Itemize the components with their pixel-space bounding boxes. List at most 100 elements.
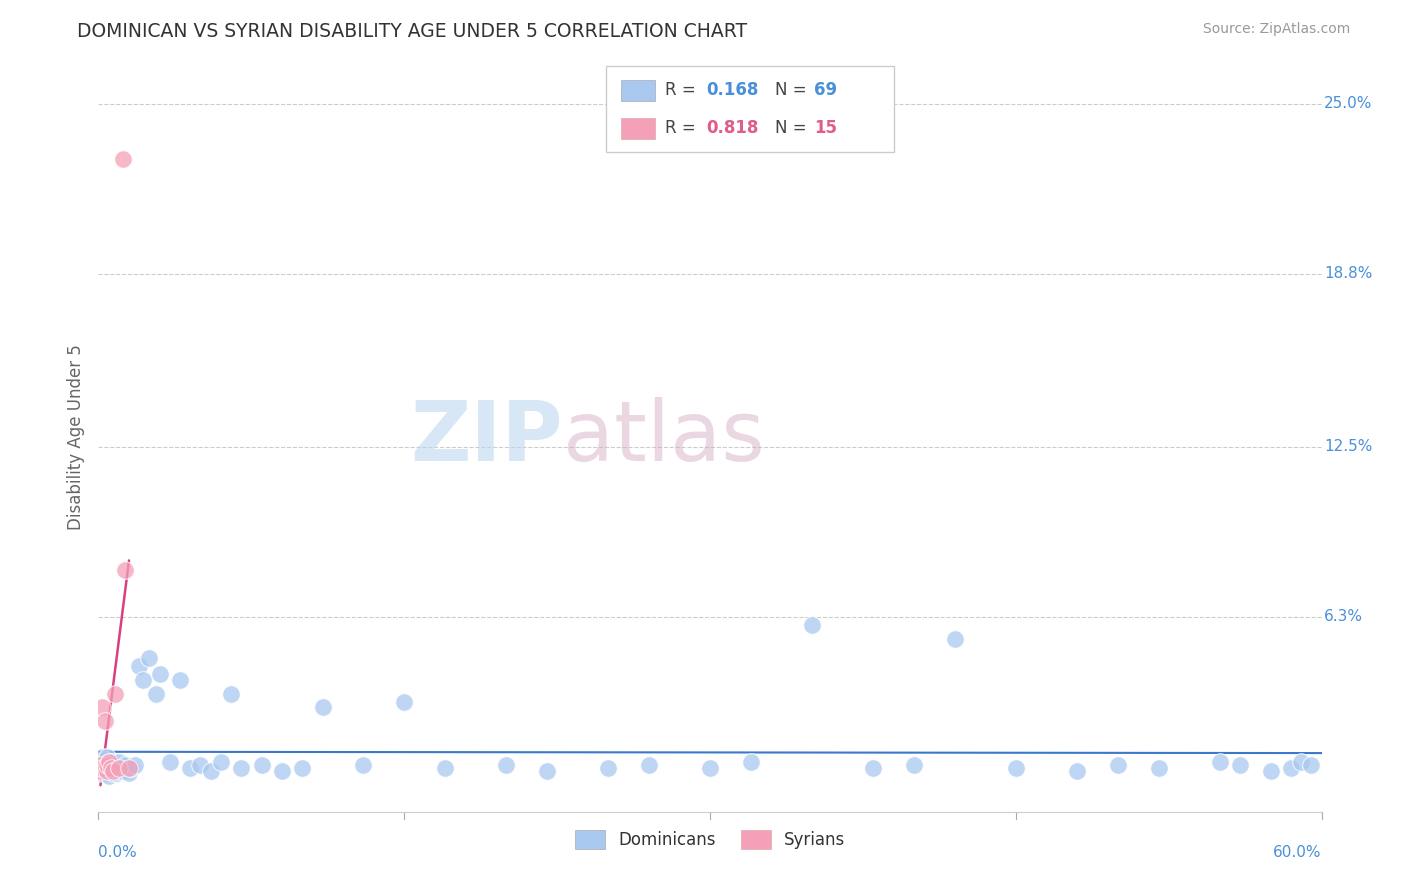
Point [200,764,222,778]
Point [105,766,128,780]
Point [637,758,661,772]
Point [1004,761,1026,775]
Point [91,766,114,780]
Point [598,761,620,775]
Text: R =: R = [665,120,700,137]
Text: R =: R = [665,81,700,99]
Point [903,758,925,772]
Point [114,758,136,772]
Point [209,756,232,770]
Point [91,749,114,764]
Text: 6.3%: 6.3% [1324,609,1362,624]
Point [159,756,181,770]
Point [89,761,111,775]
Point [149,667,172,681]
Point [93,761,115,775]
Point [118,766,141,780]
Text: atlas: atlas [564,397,765,477]
Point [1260,764,1282,778]
Point [100,758,122,772]
Point [101,756,124,770]
Text: DOMINICAN VS SYRIAN DISABILITY AGE UNDER 5 CORRELATION CHART: DOMINICAN VS SYRIAN DISABILITY AGE UNDER… [77,22,748,41]
Point [118,761,141,775]
Point [270,764,294,778]
Point [93,764,115,778]
Text: N =: N = [775,120,811,137]
Text: 69: 69 [814,81,837,99]
Point [114,563,136,577]
Point [110,761,132,775]
Text: 0.168: 0.168 [706,81,759,99]
Point [91,761,114,775]
Point [1209,756,1232,770]
Point [97,761,120,775]
Point [188,758,212,772]
Legend: Dominicans, Syrians: Dominicans, Syrians [568,823,852,855]
Point [120,761,142,775]
Text: 60.0%: 60.0% [1274,845,1322,860]
Text: ZIP: ZIP [411,397,564,477]
FancyBboxPatch shape [620,79,655,101]
Text: 0.818: 0.818 [706,120,759,137]
Text: 0.0%: 0.0% [98,845,138,860]
Y-axis label: Disability Age Under 5: Disability Age Under 5 [66,344,84,530]
Point [740,756,762,770]
Point [89,756,111,770]
Point [138,651,160,665]
Point [699,761,721,775]
Point [352,758,374,772]
Point [536,764,558,778]
Point [1066,764,1088,778]
Point [1147,761,1170,775]
Point [943,632,966,646]
Point [96,764,118,778]
Text: 18.8%: 18.8% [1324,267,1372,281]
Point [111,764,134,778]
Point [108,764,131,778]
Point [89,758,111,772]
Point [89,764,111,778]
Point [96,758,118,772]
Point [96,758,118,772]
Point [250,758,273,772]
FancyBboxPatch shape [606,66,893,153]
Point [392,695,416,709]
Point [100,761,122,775]
Point [434,761,457,775]
Point [101,766,124,780]
Text: 15: 15 [814,120,837,137]
Point [111,152,134,166]
FancyBboxPatch shape [620,118,655,139]
Text: 25.0%: 25.0% [1324,96,1372,112]
Text: 12.5%: 12.5% [1324,439,1372,454]
Point [104,687,127,701]
Point [312,700,335,714]
Point [145,687,167,701]
Point [93,714,115,728]
Point [108,761,131,775]
Point [104,764,127,778]
Text: N =: N = [775,81,811,99]
Point [93,753,115,767]
Point [128,659,150,673]
Point [124,758,146,772]
Point [91,758,114,772]
Point [97,756,120,770]
Point [862,761,884,775]
Point [97,756,120,770]
Point [219,687,242,701]
Point [231,761,253,775]
Point [97,769,120,783]
Point [801,618,824,632]
Point [132,673,155,687]
Point [96,749,118,764]
Point [108,756,131,770]
Point [1291,756,1313,770]
Point [1279,761,1302,775]
Point [91,700,114,714]
Point [1229,758,1251,772]
Point [169,673,191,687]
Point [179,761,201,775]
Point [96,766,118,780]
Point [1301,758,1323,772]
